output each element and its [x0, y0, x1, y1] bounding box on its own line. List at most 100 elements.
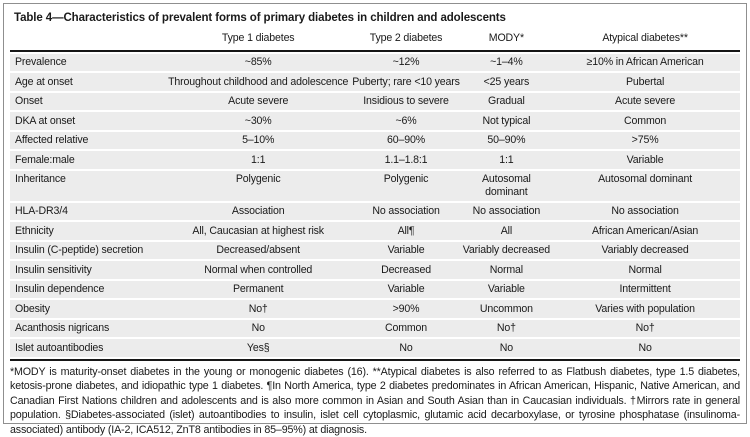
table-body: Prevalence ~85% ~12% ~1–4% ≥10% in Afric… — [10, 54, 740, 357]
row-label: DKA at onset — [10, 115, 167, 128]
cell: 60–90% — [349, 134, 462, 147]
cell: No association — [550, 205, 740, 218]
cell: Common — [550, 115, 740, 128]
cell: All, Caucasian at highest risk — [167, 225, 350, 238]
cell: No — [167, 322, 350, 335]
cell: Autosomal dominant — [550, 173, 740, 186]
cell: No† — [463, 322, 551, 335]
table-header-row: Type 1 diabetes Type 2 diabetes MODY* At… — [10, 30, 740, 49]
cell: Variable — [463, 283, 551, 296]
cell: Variable — [550, 154, 740, 167]
cell: 1:1 — [167, 154, 350, 167]
cell: Autosomal dominant — [463, 173, 551, 198]
cell: Insidious to severe — [349, 95, 462, 108]
cell: <25 years — [463, 76, 551, 89]
cell: Pubertal — [550, 76, 740, 89]
cell: All¶ — [349, 225, 462, 238]
column-header-type1: Type 1 diabetes — [167, 32, 350, 45]
cell: No association — [349, 205, 462, 218]
cell: ~12% — [349, 56, 462, 69]
table-row: Onset Acute severe Insidious to severe G… — [10, 93, 740, 111]
row-label: Affected relative — [10, 134, 167, 147]
table-row: Inheritance Polygenic Polygenic Autosoma… — [10, 171, 740, 201]
cell: ~1–4% — [463, 56, 551, 69]
cell: Not typical — [463, 115, 551, 128]
column-header-mody: MODY* — [463, 32, 551, 45]
cell: Normal — [463, 264, 551, 277]
cell: Normal when controlled — [167, 264, 350, 277]
cell: Common — [349, 322, 462, 335]
bottom-rule — [10, 359, 740, 361]
cell: Yes§ — [167, 342, 350, 355]
table-row: Insulin (C-peptide) secretion Decreased/… — [10, 242, 740, 260]
cell: Variably decreased — [550, 244, 740, 257]
cell: Decreased — [349, 264, 462, 277]
cell: Polygenic — [349, 173, 462, 186]
cell: No — [463, 342, 551, 355]
table-row: Acanthosis nigricans No Common No† No† — [10, 320, 740, 338]
row-label: Acanthosis nigricans — [10, 322, 167, 335]
row-label: Female:male — [10, 154, 167, 167]
cell: 50–90% — [463, 134, 551, 147]
cell: Association — [167, 205, 350, 218]
cell: African American/Asian — [550, 225, 740, 238]
row-label: Insulin dependence — [10, 283, 167, 296]
table-title: Table 4—Characteristics of prevalent for… — [14, 11, 740, 25]
cell: No — [550, 342, 740, 355]
cell: >90% — [349, 303, 462, 316]
cell: Variable — [349, 244, 462, 257]
cell: Varies with population — [550, 303, 740, 316]
row-label: Ethnicity — [10, 225, 167, 238]
cell: >75% — [550, 134, 740, 147]
cell: Uncommon — [463, 303, 551, 316]
cell: No association — [463, 205, 551, 218]
table-figure: Table 4—Characteristics of prevalent for… — [3, 3, 747, 424]
cell: ~30% — [167, 115, 350, 128]
cell: ≥10% in African American — [550, 56, 740, 69]
table-row: Age at onset Throughout childhood and ad… — [10, 73, 740, 91]
cell: 5–10% — [167, 134, 350, 147]
table-row: Insulin dependence Permanent Variable Va… — [10, 281, 740, 299]
row-label: Obesity — [10, 303, 167, 316]
cell: Puberty; rare <10 years — [349, 76, 462, 89]
row-label: Islet autoantibodies — [10, 342, 167, 355]
cell: Decreased/absent — [167, 244, 350, 257]
row-label: Inheritance — [10, 173, 167, 186]
cell: Normal — [550, 264, 740, 277]
cell: No† — [550, 322, 740, 335]
column-header-type2: Type 2 diabetes — [349, 32, 462, 45]
table-row: Ethnicity All, Caucasian at highest risk… — [10, 222, 740, 240]
cell: 1:1 — [463, 154, 551, 167]
cell: No — [349, 342, 462, 355]
column-header-atypical: Atypical diabetes** — [550, 32, 740, 45]
cell: Intermittent — [550, 283, 740, 296]
row-label: Prevalence — [10, 56, 167, 69]
row-label: Insulin sensitivity — [10, 264, 167, 277]
table-row: Obesity No† >90% Uncommon Varies with po… — [10, 300, 740, 318]
cell: Gradual — [463, 95, 551, 108]
table-row: Affected relative 5–10% 60–90% 50–90% >7… — [10, 132, 740, 150]
table-row: Female:male 1:1 1.1–1.8:1 1:1 Variable — [10, 151, 740, 169]
table-footnote: *MODY is maturity-onset diabetes in the … — [10, 365, 740, 437]
cell: No† — [167, 303, 350, 316]
cell: 1.1–1.8:1 — [349, 154, 462, 167]
row-label: HLA-DR3/4 — [10, 205, 167, 218]
table-row: Prevalence ~85% ~12% ~1–4% ≥10% in Afric… — [10, 54, 740, 72]
table-row: Islet autoantibodies Yes§ No No No — [10, 339, 740, 357]
cell: Acute severe — [167, 95, 350, 108]
cell: Variable — [349, 283, 462, 296]
cell: All — [463, 225, 551, 238]
table-row: HLA-DR3/4 Association No association No … — [10, 203, 740, 221]
row-label: Insulin (C-peptide) secretion — [10, 244, 167, 257]
cell: Acute severe — [550, 95, 740, 108]
cell: Throughout childhood and adolescence — [167, 76, 350, 89]
cell: Polygenic — [167, 173, 350, 186]
table-row: Insulin sensitivity Normal when controll… — [10, 261, 740, 279]
table-row: DKA at onset ~30% ~6% Not typical Common — [10, 112, 740, 130]
header-rule — [10, 50, 740, 52]
row-label: Age at onset — [10, 76, 167, 89]
cell: ~6% — [349, 115, 462, 128]
cell: Permanent — [167, 283, 350, 296]
cell: ~85% — [167, 56, 350, 69]
row-label: Onset — [10, 95, 167, 108]
